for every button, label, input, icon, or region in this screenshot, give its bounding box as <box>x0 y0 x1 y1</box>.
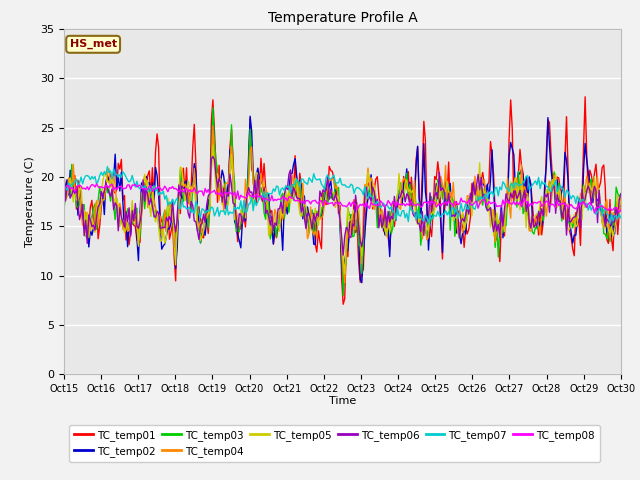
Legend: TC_temp01, TC_temp02, TC_temp03, TC_temp04, TC_temp05, TC_temp06, TC_temp07, TC_: TC_temp01, TC_temp02, TC_temp03, TC_temp… <box>69 424 600 462</box>
Title: Temperature Profile A: Temperature Profile A <box>268 11 417 25</box>
X-axis label: Time: Time <box>329 396 356 406</box>
Y-axis label: Temperature (C): Temperature (C) <box>24 156 35 247</box>
Text: HS_met: HS_met <box>70 39 116 49</box>
